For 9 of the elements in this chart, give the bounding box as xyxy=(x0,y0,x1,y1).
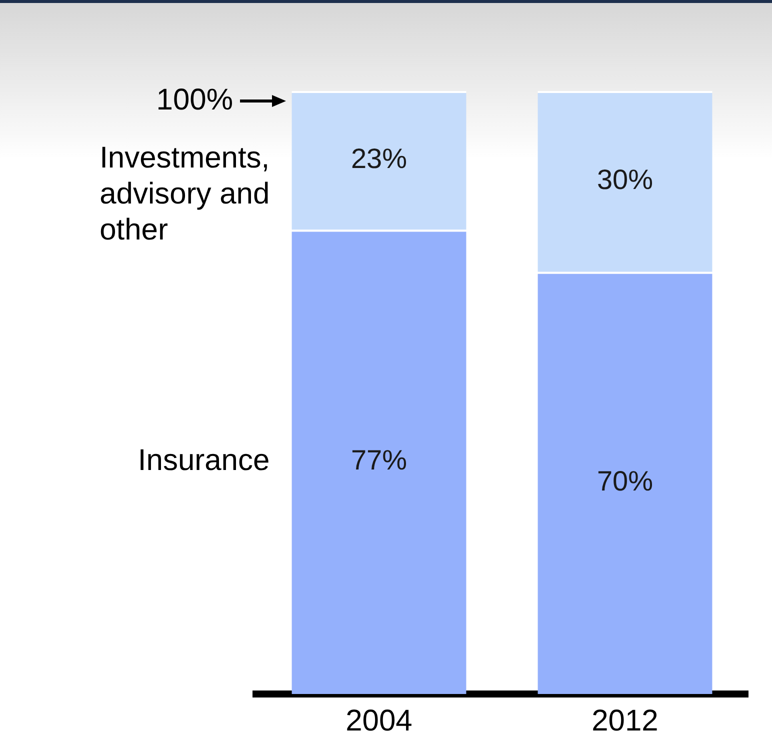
data-label: 70% xyxy=(596,466,654,497)
series-label: Investments, advisory and other xyxy=(100,142,270,247)
series-label: Insurance xyxy=(138,444,270,478)
data-label: 77% xyxy=(350,444,408,476)
x-tick-label: 2012 xyxy=(592,704,658,738)
data-label: 30% xyxy=(596,164,654,196)
text: 100% xyxy=(156,83,233,116)
data-label: 23% xyxy=(350,143,408,174)
x-tick-label: 2004 xyxy=(346,704,412,738)
